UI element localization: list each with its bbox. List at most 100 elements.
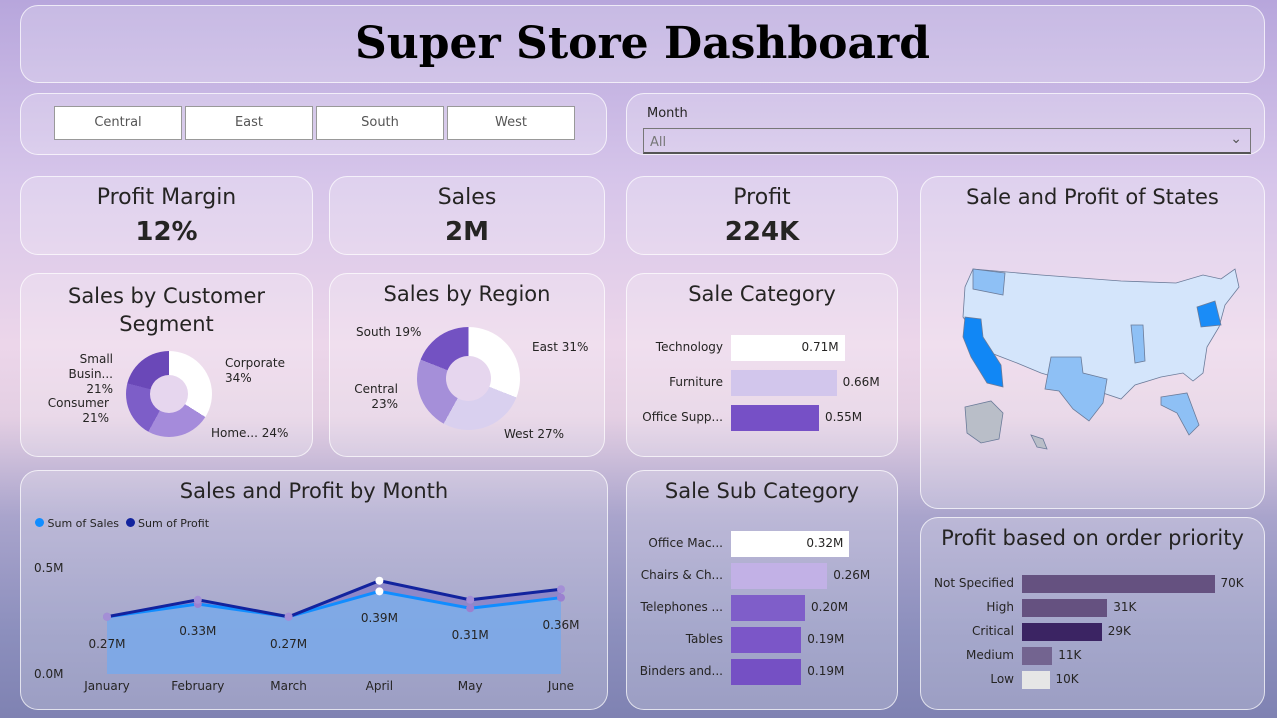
- profit-point[interactable]: [103, 612, 111, 621]
- bar-label: High: [986, 600, 1014, 614]
- bar[interactable]: [1022, 623, 1102, 641]
- map-state-new-york: [1196, 300, 1222, 328]
- month-label: Month: [647, 106, 688, 121]
- bar[interactable]: [731, 405, 819, 431]
- bar[interactable]: [731, 627, 802, 653]
- bar[interactable]: [731, 370, 837, 396]
- bar-value: 0.55M: [825, 410, 863, 424]
- month-slicer: Month All ⌄: [626, 93, 1265, 155]
- region-button-central[interactable]: Central: [54, 106, 182, 140]
- bar[interactable]: [731, 531, 850, 557]
- segment-panel: Sales by Customer Segment Corporate 34% H…: [20, 273, 313, 457]
- region-button-west[interactable]: West: [447, 106, 575, 140]
- bar[interactable]: [731, 335, 845, 361]
- data-label: 0.27M: [88, 636, 126, 651]
- legend-label: Consumer 21%: [47, 396, 109, 425]
- bar-value: 31K: [1113, 600, 1137, 614]
- page-title: Super Store Dashboard: [355, 18, 930, 69]
- us-states-map[interactable]: [921, 177, 1266, 510]
- x-tick: January: [84, 679, 130, 693]
- bar[interactable]: [731, 595, 805, 621]
- priority-panel: Profit based on order priority Not Speci…: [920, 517, 1265, 710]
- priority-title: Profit based on order priority: [941, 526, 1244, 550]
- map-hawaii: [1030, 434, 1048, 450]
- bar-value: 0.32M: [806, 536, 844, 550]
- legend-label: Home... 24%: [211, 426, 289, 440]
- bar-value: 0.19M: [807, 632, 845, 646]
- bar[interactable]: [1022, 575, 1215, 593]
- bar-value: 0.66M: [842, 375, 880, 389]
- profit-point[interactable]: [193, 595, 202, 604]
- bar[interactable]: [1022, 647, 1053, 665]
- bar[interactable]: [1022, 599, 1108, 617]
- bar-value: 11K: [1058, 648, 1082, 662]
- kpi-value: 2M: [445, 217, 489, 247]
- legend-label: Small Busin... 21%: [68, 352, 113, 396]
- line-chart[interactable]: [21, 471, 609, 711]
- profit-point[interactable]: [284, 612, 293, 621]
- bar-value: 10K: [1055, 672, 1079, 686]
- kpi-value: 224K: [724, 217, 800, 247]
- region-title: Sales by Region: [383, 282, 551, 306]
- segment-donut[interactable]: [126, 351, 212, 437]
- map-alaska: [964, 400, 1004, 444]
- monthly-chart-panel: Sales and Profit by Month Sum of Sales S…: [20, 470, 608, 710]
- bar-label: Chairs & Ch...: [640, 568, 723, 582]
- bar-label: Medium: [966, 648, 1014, 662]
- sales-point[interactable]: [466, 604, 475, 613]
- region-donut[interactable]: [417, 327, 520, 430]
- bar-label: Critical: [972, 624, 1014, 638]
- sales-point[interactable]: [375, 587, 384, 596]
- sales-point[interactable]: [557, 593, 565, 602]
- category-panel: Sale Category Technology 0.71M Furniture …: [626, 273, 898, 457]
- legend-label: Corporate 34%: [225, 356, 285, 385]
- region-button-east[interactable]: East: [185, 106, 313, 140]
- chart-legend: Sum of Sales Sum of Profit: [35, 517, 209, 530]
- bar[interactable]: [731, 563, 828, 589]
- legend-label: West 27%: [504, 427, 565, 441]
- profit-line: [106, 579, 562, 619]
- bar-value: 0.71M: [801, 340, 839, 354]
- map-state-illinois: [1130, 324, 1146, 364]
- map-title: Sale and Profit of States: [966, 185, 1219, 209]
- legend-label: Central 23%: [354, 382, 398, 411]
- legend-label: South 19%: [356, 325, 422, 339]
- bar-value: 29K: [1107, 624, 1131, 638]
- month-dropdown[interactable]: All ⌄: [643, 128, 1251, 154]
- x-tick: February: [171, 679, 225, 693]
- profit-point[interactable]: [557, 585, 565, 594]
- data-label: 0.39M: [360, 611, 398, 626]
- profit-point[interactable]: [466, 595, 475, 604]
- bar[interactable]: [731, 659, 802, 685]
- bar-value: 0.20M: [811, 600, 849, 614]
- chart-title: Sales and Profit by Month: [179, 479, 449, 503]
- x-tick: March: [270, 679, 307, 693]
- region-slicer: Central East South West: [20, 93, 607, 155]
- bar-label: Telephones ...: [640, 600, 723, 614]
- sales-area: [107, 591, 561, 674]
- kpi-profit-margin: Profit Margin 12%: [20, 176, 313, 255]
- bar-label: Technology: [655, 340, 723, 354]
- kpi-value: 12%: [135, 217, 198, 247]
- segment-title: Sales by Customer Segment: [67, 284, 265, 336]
- bar-label: Low: [990, 672, 1014, 686]
- region-button-south[interactable]: South: [316, 106, 444, 140]
- profit-point[interactable]: [375, 576, 384, 585]
- month-value: All: [650, 135, 667, 150]
- data-label: 0.36M: [542, 617, 580, 632]
- map-state-florida: [1160, 392, 1200, 436]
- kpi-profit: Profit 224K: [626, 176, 898, 255]
- bar-label: Tables: [685, 632, 723, 646]
- category-title: Sale Category: [688, 282, 836, 306]
- bar[interactable]: [1022, 671, 1050, 689]
- map-panel: Sale and Profit of States: [920, 176, 1265, 509]
- bar-value: 0.19M: [807, 664, 845, 678]
- x-tick: June: [547, 679, 575, 693]
- bar-label: Office Supp...: [642, 410, 723, 424]
- map-state-california: [962, 316, 1004, 388]
- legend-profit-dot: [125, 518, 135, 527]
- bar-label: Office Mac...: [648, 536, 723, 550]
- subcategory-title: Sale Sub Category: [664, 479, 860, 503]
- sales-line: [106, 589, 562, 619]
- map-mainland: [962, 268, 1240, 400]
